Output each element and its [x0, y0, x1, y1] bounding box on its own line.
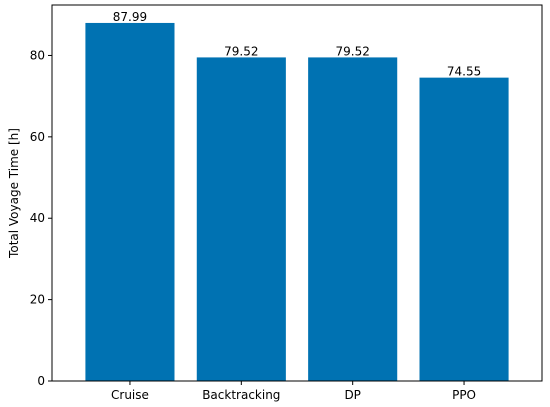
bar-cruise [85, 22, 175, 381]
y-tick-label-80: 80 [30, 48, 45, 62]
y-tick-label-20: 20 [30, 293, 45, 307]
bar-dp [308, 57, 398, 382]
y-axis-title: Total Voyage Time [h] [7, 128, 21, 259]
bar-ppo [419, 77, 509, 382]
bars-group [85, 22, 509, 382]
data-label-dp: 79.52 [336, 44, 370, 58]
y-tick-label-60: 60 [30, 130, 45, 144]
x-tick-label-ppo: PPO [452, 388, 476, 402]
x-tick-label-backtracking: Backtracking [202, 388, 280, 402]
x-tick-label-dp: DP [344, 388, 360, 402]
data-label-backtracking: 79.52 [224, 44, 258, 58]
bar-backtracking [196, 57, 286, 382]
data-labels-group: 87.99 79.52 79.52 74.55 [113, 10, 481, 79]
y-axis: 0 20 40 60 80 [30, 48, 52, 388]
y-tick-label-40: 40 [30, 211, 45, 225]
data-label-cruise: 87.99 [113, 10, 147, 24]
x-tick-label-cruise: Cruise [111, 388, 149, 402]
plot-frame [51, 4, 543, 382]
x-axis: Cruise Backtracking DP PPO [111, 381, 476, 402]
data-label-ppo: 74.55 [447, 65, 481, 79]
y-tick-label-0: 0 [37, 374, 45, 388]
